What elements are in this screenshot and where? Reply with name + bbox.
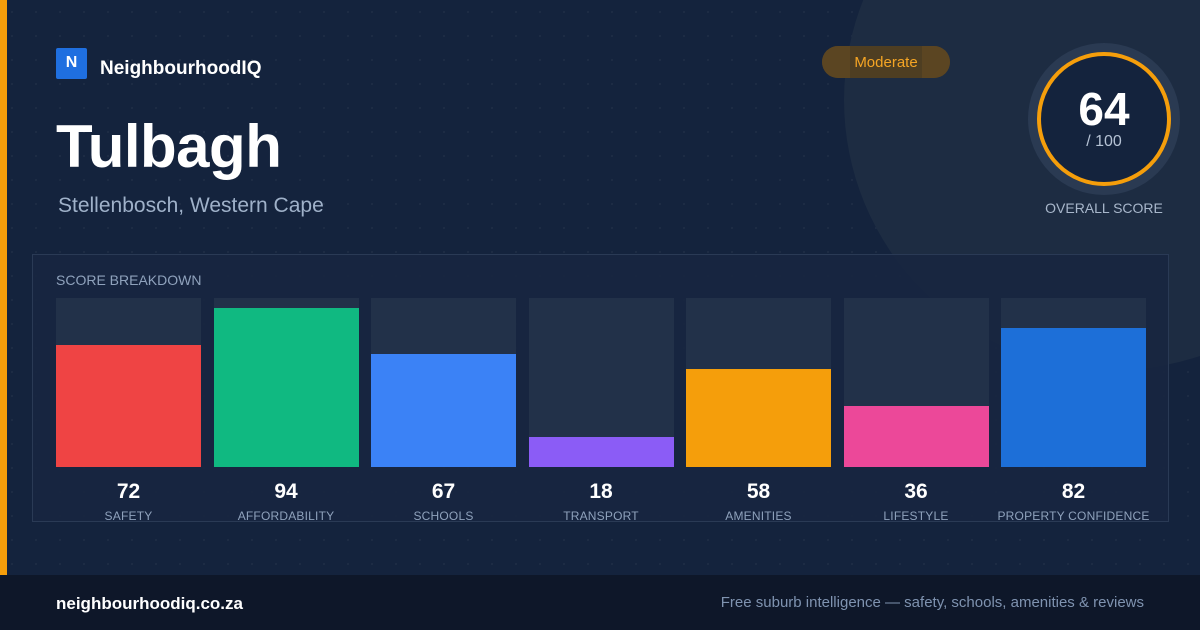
rating-badge: Moderate [822, 46, 950, 78]
score-bar-schools: 67 SCHOOLS [371, 298, 516, 523]
bar-value: 72 [116, 480, 141, 503]
bar-label: TRANSPORT [563, 509, 639, 523]
brand[interactable]: N NeighbourhoodIQ [56, 46, 261, 80]
bar-label: AMENITIES [725, 509, 792, 523]
share-card: N NeighbourhoodIQ Tulbagh Stellenbosch, … [0, 0, 1200, 575]
bar-label: AFFORDABILITY [237, 509, 335, 523]
score-bar-safety: 72 SAFETY [56, 298, 201, 523]
bar-track [213, 298, 359, 467]
footer-tagline: Free suburb intelligence — safety, schoo… [720, 594, 1144, 611]
bar-fill [843, 406, 989, 467]
rating-badge-label: Moderate [854, 53, 918, 71]
bar-fill [1001, 328, 1146, 467]
bar-fill [56, 345, 201, 467]
footer-url[interactable]: neighbourhoodiq.co.za [56, 594, 243, 613]
score-ring [1037, 52, 1171, 186]
overall-score-value: 64 [1078, 83, 1130, 135]
score-bar-transport: 18 TRANSPORT [528, 298, 674, 523]
suburb-name: Tulbagh [56, 113, 282, 180]
score-bar-lifestyle: 36 LIFESTYLE [843, 298, 989, 523]
brand-logo-icon: N [56, 47, 87, 79]
bar-track [1001, 298, 1146, 467]
bar-value: 82 [1061, 480, 1086, 503]
overall-score-max: / 100 [1086, 133, 1122, 150]
bar-value: 18 [589, 480, 613, 503]
suburb-region: Stellenbosch, Western Cape [58, 194, 324, 217]
bar-label: SCHOOLS [413, 509, 474, 523]
footer: neighbourhoodiq.co.za Free suburb intell… [0, 575, 1200, 630]
bar-value: 58 [746, 480, 771, 503]
bar-fill [686, 368, 831, 467]
accent-bar [0, 0, 7, 575]
bar-track [528, 298, 674, 467]
bar-value: 36 [904, 480, 928, 503]
brand-name: NeighbourhoodIQ [100, 58, 262, 79]
breakdown-title: SCORE BREAKDOWN [56, 272, 202, 288]
score-breakdown-panel: SCORE BREAKDOWN 72 SAFETY 94 AFFORDABILITY 6… [32, 254, 1169, 523]
bar-fill [528, 436, 674, 467]
bar-label: PROPERTY CONFIDENCE [997, 509, 1150, 523]
bar-track [371, 298, 516, 467]
bar-value: 94 [274, 480, 298, 503]
bar-value: 67 [431, 480, 456, 503]
bar-label: LIFESTYLE [883, 509, 949, 523]
bar-label: SAFETY [104, 509, 153, 523]
score-bar-affordability: 94 AFFORDABILITY [213, 298, 359, 523]
overall-score-label: OVERALL SCORE [1045, 200, 1163, 216]
score-bar-amenities: 58 AMENITIES [686, 298, 831, 523]
bar-track [843, 298, 989, 467]
bar-track [686, 298, 831, 467]
bar-fill [213, 308, 359, 467]
score-bar-property-confidence: 82 PROPERTY CONFIDENCE [997, 298, 1149, 523]
bar-track [56, 298, 201, 467]
breakdown-bars: 72 SAFETY 94 AFFORDABILITY 67 SCHOOLS 18 TRANSP… [56, 298, 1149, 523]
bar-fill [371, 353, 516, 467]
